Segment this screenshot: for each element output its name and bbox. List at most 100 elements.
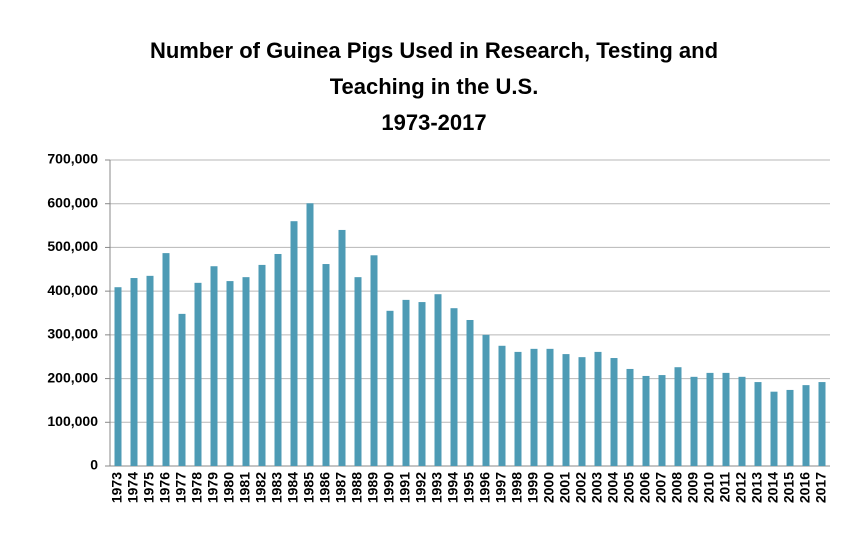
x-tick-label: 2003 xyxy=(589,472,605,503)
y-tick-label: 100,000 xyxy=(47,413,98,429)
bar xyxy=(178,313,186,466)
y-tick-label: 500,000 xyxy=(47,238,98,254)
x-tick-label: 2015 xyxy=(781,472,797,503)
bar xyxy=(706,372,714,466)
x-tick-label: 1998 xyxy=(509,472,525,503)
bar xyxy=(722,372,730,466)
bar xyxy=(610,358,618,466)
x-tick-label: 1995 xyxy=(461,472,477,503)
bar xyxy=(210,266,218,466)
bar xyxy=(658,375,666,466)
chart-title: 1973-2017 xyxy=(381,110,486,135)
bar xyxy=(642,375,650,466)
x-tick-label: 1992 xyxy=(413,472,429,503)
x-tick-label: 1978 xyxy=(189,472,205,503)
bar xyxy=(226,281,234,466)
bar xyxy=(418,302,426,466)
bar xyxy=(466,319,474,466)
x-tick-label: 2017 xyxy=(813,472,829,503)
chart-title: Teaching in the U.S. xyxy=(330,74,539,99)
bar xyxy=(594,351,602,466)
bar xyxy=(786,389,794,466)
x-tick-label: 2014 xyxy=(765,472,781,503)
x-tick-label: 2008 xyxy=(669,472,685,503)
bar xyxy=(130,278,138,466)
x-tick-label: 1985 xyxy=(301,472,317,503)
x-tick-label: 2012 xyxy=(733,472,749,503)
x-tick-label: 1989 xyxy=(365,472,381,503)
bar xyxy=(738,376,746,466)
bar xyxy=(770,391,778,466)
x-tick-label: 1981 xyxy=(237,472,253,503)
x-tick-label: 2005 xyxy=(621,472,637,503)
x-tick-label: 1997 xyxy=(493,472,509,503)
x-tick-label: 1973 xyxy=(109,472,125,503)
x-tick-label: 1974 xyxy=(125,472,141,503)
bar xyxy=(370,255,378,466)
x-tick-label: 1987 xyxy=(333,472,349,503)
x-tick-label: 1994 xyxy=(445,472,461,503)
bar xyxy=(322,264,330,466)
x-tick-label: 1991 xyxy=(397,472,413,503)
bar xyxy=(194,282,202,466)
bar xyxy=(242,277,250,466)
y-tick-label: 200,000 xyxy=(47,369,98,385)
x-tick-label: 1984 xyxy=(285,472,301,503)
x-tick-label: 1996 xyxy=(477,472,493,503)
bar xyxy=(354,277,362,466)
x-tick-label: 1979 xyxy=(205,472,221,503)
x-tick-label: 2006 xyxy=(637,472,653,503)
x-tick-label: 2004 xyxy=(605,472,621,503)
x-tick-label: 2016 xyxy=(797,472,813,503)
bar xyxy=(450,308,458,466)
bar xyxy=(338,229,346,466)
y-tick-label: 300,000 xyxy=(47,326,98,342)
bar xyxy=(114,287,122,466)
y-tick-label: 600,000 xyxy=(47,194,98,210)
x-tick-label: 1975 xyxy=(141,472,157,503)
bar xyxy=(754,382,762,466)
x-tick-label: 1999 xyxy=(525,472,541,503)
bar xyxy=(578,357,586,466)
y-tick-label: 700,000 xyxy=(47,151,98,167)
x-tick-label: 2010 xyxy=(701,472,717,503)
bar xyxy=(626,368,634,466)
bar xyxy=(674,367,682,466)
bar xyxy=(530,348,538,466)
bar xyxy=(162,253,170,466)
bar xyxy=(546,348,554,466)
bar xyxy=(434,294,442,466)
y-tick-label: 400,000 xyxy=(47,282,98,298)
bar xyxy=(498,345,506,466)
bar xyxy=(514,351,522,466)
x-tick-label: 2007 xyxy=(653,472,669,503)
bar xyxy=(290,221,298,466)
bar xyxy=(402,299,410,466)
x-tick-label: 2013 xyxy=(749,472,765,503)
x-tick-label: 1980 xyxy=(221,472,237,503)
bar xyxy=(306,203,314,466)
x-tick-label: 1993 xyxy=(429,472,445,503)
bar xyxy=(802,385,810,466)
chart-title: Number of Guinea Pigs Used in Research, … xyxy=(150,38,718,63)
x-tick-label: 1986 xyxy=(317,472,333,503)
bar xyxy=(690,376,698,466)
x-tick-label: 2009 xyxy=(685,472,701,503)
x-tick-label: 2001 xyxy=(557,472,573,503)
x-tick-label: 2002 xyxy=(573,472,589,503)
x-tick-label: 1976 xyxy=(157,472,173,503)
x-tick-label: 1983 xyxy=(269,472,285,503)
x-tick-label: 1988 xyxy=(349,472,365,503)
x-tick-label: 1982 xyxy=(253,472,269,503)
bar xyxy=(258,264,266,466)
bar xyxy=(386,310,394,466)
bar xyxy=(818,382,826,466)
x-tick-label: 2011 xyxy=(717,472,733,503)
bar xyxy=(274,253,282,466)
x-tick-label: 1977 xyxy=(173,472,189,503)
bar xyxy=(482,334,490,466)
x-tick-label: 1990 xyxy=(381,472,397,503)
bar xyxy=(146,275,154,466)
